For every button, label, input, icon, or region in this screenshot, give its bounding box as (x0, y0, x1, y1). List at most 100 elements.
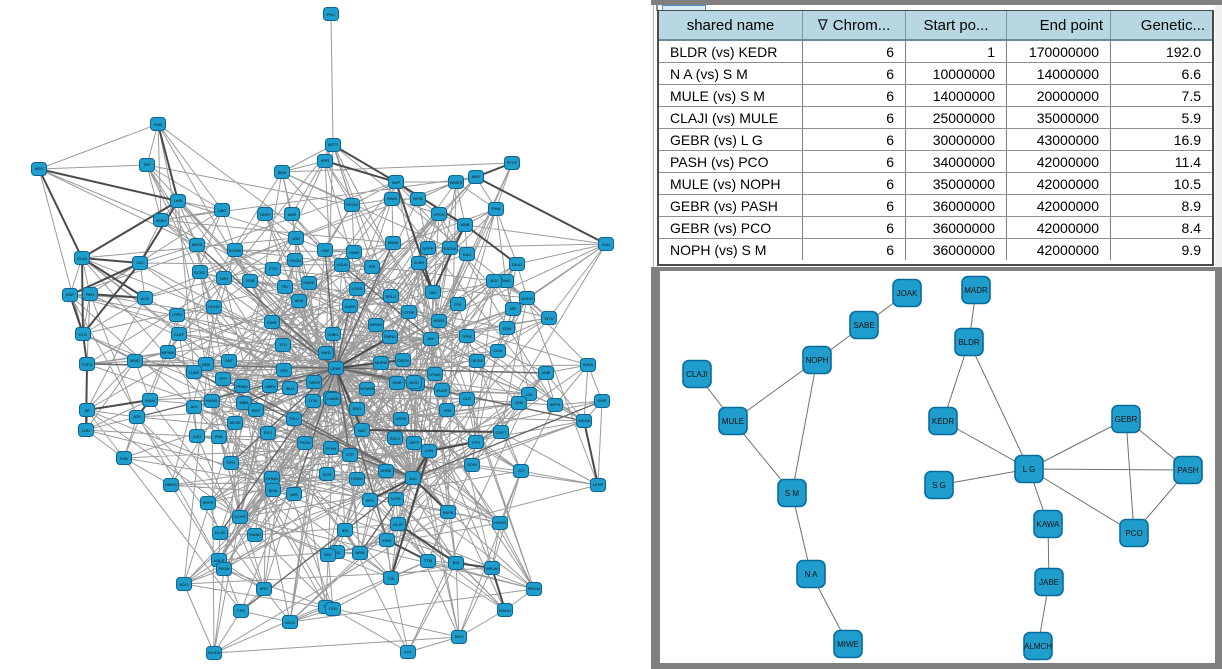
svg-text:JIE: JIE (84, 408, 90, 413)
svg-text:APFS: APFS (550, 402, 561, 407)
svg-text:RRCM: RRCM (528, 586, 540, 591)
svg-text:SIEF: SIEF (252, 408, 261, 413)
svg-text:SSCJ: SSCJ (390, 436, 400, 441)
svg-text:BKM: BKM (269, 488, 278, 493)
svg-text:CFF: CFF (219, 376, 227, 381)
svg-text:REO: REO (455, 634, 464, 639)
svg-text:GJO: GJO (193, 434, 201, 439)
svg-text:SRLD: SRLD (386, 294, 397, 299)
svg-text:BGI: BGI (491, 278, 498, 283)
svg-text:SOW: SOW (467, 462, 477, 467)
svg-text:ARW: ARW (355, 550, 364, 555)
svg-text:PFHN: PFHN (326, 446, 337, 451)
svg-text:WUJ: WUJ (286, 386, 295, 391)
svg-text:DMG: DMG (501, 278, 510, 283)
svg-text:CLKF: CLKF (174, 332, 185, 337)
svg-text:FBJ: FBJ (281, 284, 288, 289)
svg-text:REO: REO (353, 406, 362, 411)
svg-text:SABE: SABE (853, 321, 874, 330)
svg-text:AWF: AWF (472, 174, 481, 179)
svg-text:RFN: RFN (227, 460, 235, 465)
svg-text:FFH: FFH (472, 440, 480, 445)
svg-text:IES: IES (342, 528, 349, 533)
svg-text:EWR: EWR (267, 320, 276, 325)
svg-text:AIG: AIG (191, 404, 198, 409)
svg-text:S M: S M (785, 489, 800, 498)
svg-text:GEFF: GEFF (409, 440, 420, 445)
svg-text:WEJW: WEJW (578, 418, 590, 423)
svg-text:TEB: TEB (443, 408, 451, 413)
svg-text:KNFA: KNFA (443, 510, 454, 515)
svg-text:WSM: WSM (145, 398, 155, 403)
svg-text:FPE: FPE (454, 302, 462, 307)
svg-text:GTP: GTP (346, 452, 355, 457)
svg-text:MBN: MBN (240, 400, 249, 405)
svg-text:WTD: WTD (544, 316, 553, 321)
svg-text:IFR: IFR (369, 264, 376, 269)
svg-text:LNJ: LNJ (136, 260, 143, 265)
svg-text:S G: S G (932, 481, 946, 490)
svg-text:TJE: TJE (387, 576, 394, 581)
svg-text:FSS: FSS (237, 608, 245, 613)
svg-text:ITST: ITST (269, 266, 278, 271)
svg-text:FWU: FWU (382, 538, 391, 543)
svg-text:LEWH: LEWH (351, 476, 363, 481)
svg-text:UJTE: UJTE (391, 496, 401, 501)
svg-text:HMM: HMM (349, 250, 359, 255)
svg-text:HHWN: HHWN (494, 520, 507, 525)
svg-text:MPNW: MPNW (162, 350, 175, 355)
svg-text:LGN: LGN (425, 448, 433, 453)
svg-text:IMK: IMK (427, 336, 434, 341)
svg-text:OHWU: OHWU (266, 476, 279, 481)
svg-text:ECRC: ECRC (194, 270, 205, 275)
svg-text:SWM: SWM (387, 196, 397, 201)
svg-text:OEEN: OEEN (397, 358, 408, 363)
svg-text:KAMD: KAMD (327, 396, 339, 401)
svg-text:TFW: TFW (309, 398, 318, 403)
svg-text:LEKP: LEKP (593, 482, 604, 487)
svg-text:WNR: WNR (392, 380, 402, 385)
svg-text:JDD: JDD (292, 236, 300, 241)
svg-text:AKL: AKL (429, 290, 437, 295)
svg-text:IWC: IWC (324, 552, 332, 557)
svg-text:PASH: PASH (1177, 466, 1198, 475)
svg-text:JOAK: JOAK (897, 289, 919, 298)
svg-text:UUBS: UUBS (344, 304, 355, 309)
svg-text:NHP: NHP (392, 180, 401, 185)
svg-text:MPOB: MPOB (370, 322, 382, 327)
svg-text:AHBE: AHBE (381, 468, 392, 473)
svg-text:CPE: CPE (280, 368, 289, 373)
svg-text:BAT: BAT (358, 428, 366, 433)
svg-text:CLAJI: CLAJI (686, 370, 708, 379)
svg-text:WISU: WISU (156, 218, 167, 223)
svg-text:PHC: PHC (327, 12, 336, 17)
svg-text:UDHN: UDHN (208, 304, 220, 309)
svg-text:RJB: RJB (120, 456, 128, 461)
svg-text:N A: N A (805, 570, 819, 579)
svg-text:WUC: WUC (409, 380, 419, 385)
svg-text:GUGI: GUGI (77, 256, 87, 261)
svg-text:DNT: DNT (225, 358, 234, 363)
svg-text:PML: PML (215, 434, 224, 439)
svg-text:SWAD: SWAD (249, 532, 261, 537)
svg-text:CLR: CLR (463, 396, 471, 401)
svg-text:OTRE: OTRE (403, 310, 414, 315)
svg-text:MNB: MNB (461, 222, 470, 227)
svg-text:WKD: WKD (321, 350, 330, 355)
svg-text:GEBR: GEBR (1115, 415, 1138, 424)
svg-text:HCR: HCR (323, 472, 332, 477)
svg-text:IWH: IWH (220, 276, 228, 281)
svg-text:SJNA: SJNA (583, 362, 594, 367)
svg-text:ALMCH: ALMCH (1024, 642, 1052, 651)
svg-text:KLO: KLO (79, 332, 87, 337)
svg-text:MULE: MULE (722, 417, 744, 426)
svg-text:TPRF: TPRF (462, 334, 473, 339)
svg-text:WELM: WELM (486, 566, 498, 571)
svg-text:LWB: LWB (174, 198, 183, 203)
svg-text:TTM: TTM (424, 558, 432, 563)
svg-text:KAWA: KAWA (1037, 520, 1061, 529)
svg-text:KNDD: KNDD (303, 280, 314, 285)
svg-text:LHBG: LHBG (328, 332, 339, 337)
svg-text:EKU: EKU (264, 430, 272, 435)
svg-text:KLJG: KLJG (215, 530, 225, 535)
